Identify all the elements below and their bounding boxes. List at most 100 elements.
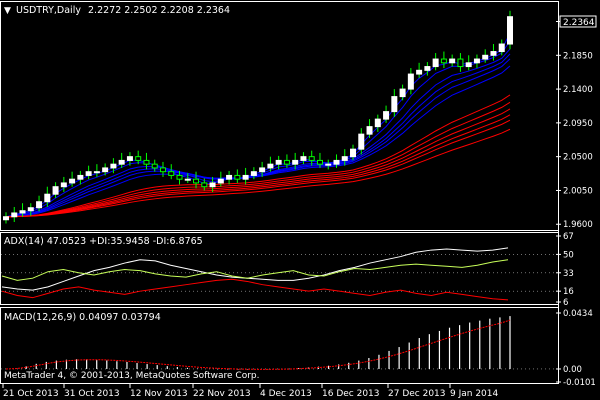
candle bbox=[226, 174, 233, 180]
adx-tick-label: 6 bbox=[563, 298, 568, 308]
macd-axis: 0.0434 0.00 -0.0101 bbox=[556, 309, 596, 388]
candle bbox=[424, 66, 431, 71]
candle bbox=[391, 96, 398, 113]
candle bbox=[259, 167, 266, 173]
candle bbox=[267, 163, 274, 169]
candle bbox=[341, 156, 348, 161]
current-price-label: 2.2364 bbox=[563, 18, 595, 28]
candle bbox=[110, 163, 117, 169]
candle bbox=[77, 174, 84, 180]
candle bbox=[217, 178, 224, 184]
candle bbox=[358, 133, 365, 150]
adx-grid bbox=[1, 254, 557, 292]
time-tick-label: 31 Oct 2013 bbox=[64, 389, 120, 399]
candle bbox=[102, 167, 109, 173]
candle bbox=[126, 156, 133, 161]
ema-fast-line bbox=[5, 53, 511, 218]
candle bbox=[193, 178, 200, 184]
ema-slow-line bbox=[5, 119, 511, 218]
macd-histogram bbox=[15, 316, 511, 370]
time-tick-label: 16 Dec 2013 bbox=[322, 389, 380, 399]
candle bbox=[383, 111, 390, 120]
candle bbox=[292, 159, 299, 165]
candle bbox=[44, 193, 51, 203]
adx-series-line bbox=[1, 247, 509, 291]
candle bbox=[176, 174, 183, 180]
ema-fast-line bbox=[5, 65, 511, 218]
candle bbox=[457, 58, 464, 68]
time-tick-label: 22 Nov 2013 bbox=[193, 389, 251, 399]
current-price-tag bbox=[559, 15, 597, 28]
candle bbox=[69, 178, 76, 184]
ema-slow-line bbox=[5, 101, 511, 218]
candle bbox=[283, 159, 290, 165]
candle bbox=[143, 159, 150, 165]
candle bbox=[184, 178, 191, 181]
candle bbox=[374, 118, 381, 128]
copyright-text: MetaTrader 4, © 2001-2013, MetaQuotes So… bbox=[4, 371, 260, 381]
time-axis: 21 Oct 2013 31 Oct 2013 12 Nov 2013 22 Nov … bbox=[2, 384, 498, 399]
price-tick-label: 2.1400 bbox=[563, 85, 593, 95]
price-tick-label: 2.0500 bbox=[563, 153, 593, 163]
candle bbox=[399, 88, 406, 98]
price-tick-label: 1.9600 bbox=[563, 220, 593, 230]
candle bbox=[118, 159, 125, 165]
price-tick-label: 2.0950 bbox=[563, 119, 593, 129]
candle bbox=[350, 148, 357, 158]
candle bbox=[234, 174, 241, 180]
candle bbox=[300, 156, 307, 161]
candle bbox=[85, 171, 92, 176]
candle bbox=[159, 167, 166, 173]
adx-series-line bbox=[1, 278, 509, 301]
candle bbox=[36, 201, 43, 209]
candle bbox=[325, 163, 332, 166]
candle bbox=[333, 159, 340, 165]
candle bbox=[308, 156, 315, 161]
candle bbox=[490, 51, 497, 56]
ema-slow-line bbox=[5, 108, 511, 218]
symbol-label: USDTRY,Daily bbox=[16, 5, 81, 16]
candle bbox=[482, 54, 489, 60]
candle bbox=[201, 182, 208, 188]
candle bbox=[449, 58, 456, 64]
ema-slow-line bbox=[5, 128, 511, 218]
candle bbox=[168, 171, 175, 176]
candle bbox=[498, 43, 505, 53]
candle bbox=[19, 210, 26, 214]
time-tick-label: 4 Dec 2013 bbox=[260, 389, 312, 399]
macd-tick-label: -0.0101 bbox=[563, 378, 596, 388]
time-tick-label: 12 Nov 2013 bbox=[130, 389, 188, 399]
adx-tick-label: 50 bbox=[563, 250, 574, 260]
candle bbox=[440, 58, 447, 64]
candle bbox=[93, 171, 100, 174]
candle bbox=[3, 216, 9, 221]
candle bbox=[473, 58, 480, 64]
candle bbox=[52, 186, 59, 195]
adx-tick-label: 67 bbox=[563, 232, 574, 242]
macd-tick-label: 0.00 bbox=[563, 365, 582, 375]
time-tick-label: 21 Oct 2013 bbox=[3, 389, 59, 399]
candle bbox=[11, 212, 18, 218]
adx-lines bbox=[1, 247, 509, 301]
candle bbox=[60, 182, 67, 188]
adx-series-line bbox=[1, 259, 509, 281]
candle bbox=[316, 159, 323, 165]
time-tick-label: 27 Dec 2013 bbox=[388, 389, 446, 399]
ema-slow-line bbox=[5, 114, 511, 218]
candle bbox=[366, 126, 373, 135]
candle bbox=[432, 58, 439, 68]
adx-tick-label: 16 bbox=[563, 287, 574, 297]
candle bbox=[135, 156, 142, 161]
candle bbox=[27, 207, 34, 212]
candle bbox=[209, 182, 216, 188]
ema-slow-line bbox=[5, 94, 511, 218]
candle bbox=[275, 159, 282, 165]
candle bbox=[407, 73, 414, 90]
candlestick-series bbox=[3, 10, 513, 224]
time-tick-label: 9 Jan 2014 bbox=[450, 389, 498, 399]
macd-tick-label: 0.0434 bbox=[563, 309, 593, 319]
price-tick-label: 2.1850 bbox=[563, 51, 593, 61]
dropdown-arrow-icon[interactable]: ▼ bbox=[4, 6, 11, 16]
candle bbox=[242, 174, 249, 180]
